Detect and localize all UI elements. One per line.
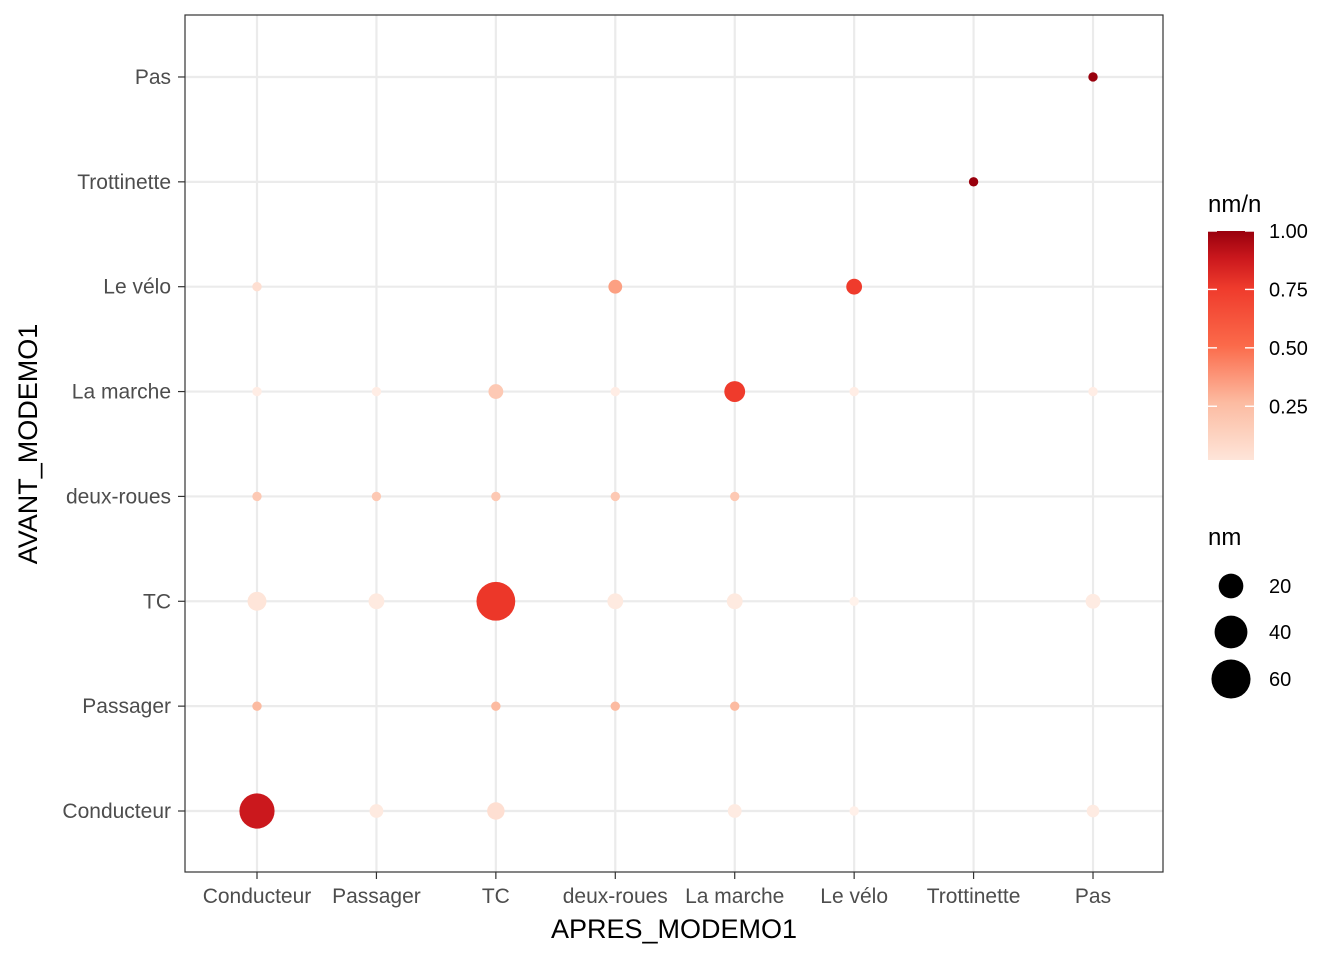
data-point xyxy=(252,386,262,397)
data-point xyxy=(371,491,382,502)
data-point xyxy=(476,581,516,621)
data-point xyxy=(607,593,624,610)
y-tick-label: Trottinette xyxy=(77,171,171,194)
grid-lines xyxy=(185,15,1163,872)
data-point xyxy=(1085,593,1101,609)
y-tick-label: La marche xyxy=(72,381,171,404)
plot-panel-border xyxy=(184,14,1164,873)
data-point xyxy=(1088,386,1098,397)
data-point xyxy=(371,386,382,397)
x-tick-label: Conducteur xyxy=(203,885,312,908)
size-legend: nm 20 40 60 xyxy=(1208,524,1291,699)
y-axis-title: AVANT_MODEMO1 xyxy=(13,324,43,565)
data-point xyxy=(252,491,262,502)
x-tick-label: Passager xyxy=(332,885,421,908)
y-tick-label: Passager xyxy=(82,695,171,718)
colorbar xyxy=(1208,231,1254,460)
x-tick-label: deux-roues xyxy=(563,885,668,908)
size-legend-label: 20 xyxy=(1269,576,1291,598)
data-point xyxy=(239,793,275,829)
size-legend-title: nm xyxy=(1208,524,1241,551)
data-point xyxy=(1088,72,1098,82)
colorbar-tick-label: 0.25 xyxy=(1269,396,1308,418)
data-point xyxy=(726,593,743,610)
colorbar-tick-label: 0.75 xyxy=(1269,279,1308,301)
data-point xyxy=(252,282,262,292)
x-axis: Conducteur Passager TC deux-roues La marche L… xyxy=(203,872,1111,908)
x-tick-label: Pas xyxy=(1075,885,1111,908)
x-axis-title: APRES_MODEMO1 xyxy=(551,914,797,944)
data-point xyxy=(849,596,859,606)
data-point xyxy=(727,804,742,818)
data-point xyxy=(487,802,505,820)
y-tick-label: Le vélo xyxy=(103,276,171,299)
size-legend-label: 60 xyxy=(1269,669,1291,691)
color-legend: nm/n 1.00 0.75 0.50 0.25 xyxy=(1208,191,1308,460)
data-point xyxy=(724,381,746,402)
size-legend-key xyxy=(1218,573,1244,599)
x-tick-label: Le vélo xyxy=(820,885,888,908)
colorbar-tick-label: 1.00 xyxy=(1269,221,1308,243)
data-point xyxy=(730,701,740,711)
data-point xyxy=(730,491,740,502)
y-tick-label: Conducteur xyxy=(62,800,171,823)
y-tick-label: TC xyxy=(143,590,171,613)
data-point xyxy=(610,701,620,711)
data-point xyxy=(968,177,979,187)
size-legend-label: 40 xyxy=(1269,622,1291,644)
y-tick-label: deux-roues xyxy=(66,485,171,508)
data-point xyxy=(491,491,501,502)
data-point xyxy=(846,278,863,295)
y-axis: Conducteur Passager TC deux-roues La marche L… xyxy=(62,66,185,823)
data-point xyxy=(1086,804,1100,818)
x-tick-label: La marche xyxy=(685,885,784,908)
size-legend-key xyxy=(1211,659,1251,699)
x-tick-label: TC xyxy=(482,885,510,908)
x-tick-label: Trottinette xyxy=(927,885,1021,908)
data-point xyxy=(610,491,620,502)
data-point xyxy=(849,806,859,816)
data-point xyxy=(247,591,267,611)
size-legend-key xyxy=(1214,615,1248,649)
y-tick-label: Pas xyxy=(135,66,171,89)
data-point xyxy=(369,804,384,818)
data-point xyxy=(252,701,262,711)
data-point xyxy=(849,386,859,397)
data-point xyxy=(368,593,385,610)
color-legend-title: nm/n xyxy=(1208,191,1261,218)
data-points xyxy=(239,72,1101,829)
data-point xyxy=(488,384,504,399)
data-point xyxy=(491,701,501,711)
data-point xyxy=(608,279,623,294)
colorbar-tick-label: 0.50 xyxy=(1269,338,1308,360)
data-point xyxy=(610,386,620,397)
